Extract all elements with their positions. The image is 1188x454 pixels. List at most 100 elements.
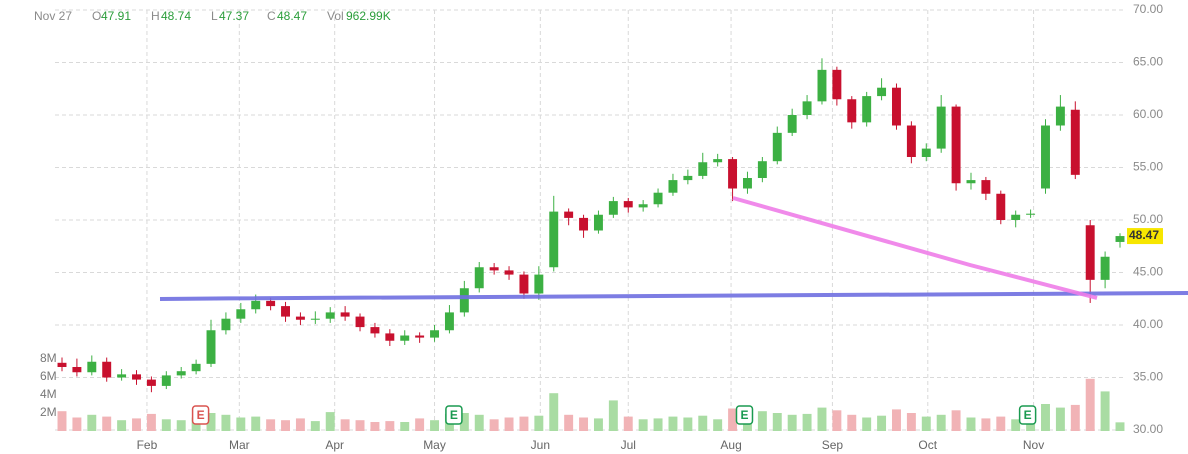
volume-bar [951,410,961,431]
x-tick-label: Nov [1023,438,1044,452]
event-marker [735,405,754,425]
event-marker [191,405,210,425]
candle-body [921,148,931,157]
candle-body [593,214,603,231]
candle-body [132,374,141,380]
volume-bar [683,417,693,431]
y2-tick-label: 8M [40,351,57,365]
volume-bar [892,409,901,431]
candle-body [102,361,112,378]
candle-body [415,335,425,338]
volume-bar [906,413,916,431]
volume-bar [57,411,67,431]
volume-bar [117,420,127,431]
volume-bar [221,414,231,431]
candle-body [87,361,97,373]
candle-body [444,312,454,331]
y-tick-label: 45.00 [1133,265,1163,279]
candle-body [579,217,589,231]
candle-body [534,274,544,294]
volume-bar [668,416,678,431]
candle-body [146,379,156,386]
volume-bar [921,416,931,431]
candle-body [206,330,216,364]
volume-bar [623,416,633,431]
candle-body [668,180,678,193]
volume-bar [579,417,589,431]
candle-body [787,115,797,133]
volume-bar [146,413,156,431]
header-label: Vol [327,9,344,23]
volume-bar [281,420,290,431]
event-label: E [1024,408,1032,422]
volume-bar [161,419,171,431]
volume-bar [698,415,708,431]
y-tick-label: 65.00 [1133,55,1163,69]
header-value: 48.74 [161,9,191,23]
header-label: O [92,9,101,23]
header-label: L [211,9,218,23]
candle-body [996,193,1006,220]
volume-bar [593,418,603,431]
volume-bar [206,413,216,431]
volume-bar [1041,404,1050,431]
candle-body [221,318,231,331]
candle-body [295,316,305,320]
candle-body [161,375,171,386]
volume-bar [787,414,797,431]
volume-bar [966,417,976,431]
volume-bar [132,418,141,431]
volume-bar [638,419,648,431]
candle-body [757,161,767,178]
volume-bar [1100,391,1110,431]
candle-body [951,106,961,184]
candle-body [504,270,514,275]
volume-bar [87,414,97,431]
last-price-label: 48.47 [1129,228,1159,242]
candle-body [638,204,648,208]
y-tick-label: 50.00 [1133,212,1163,226]
x-tick-label: Oct [918,438,937,452]
candle-body [1026,213,1036,215]
volume-bar [653,418,663,431]
event-label: E [450,408,458,422]
candle-body [489,267,499,271]
x-tick-label: Jul [621,438,636,452]
candle-body [906,125,916,157]
candle-body [370,327,380,334]
candle-body [966,180,976,184]
candle-body [564,211,574,218]
volume-bar [877,415,887,431]
volume-bar [415,418,425,431]
volume-bar [1085,378,1095,431]
header-label: C [267,9,276,23]
x-tick-label: Sep [822,438,844,452]
y2-tick-label: 4M [40,387,57,401]
candle-body [281,306,290,317]
y-tick-label: 70.00 [1133,2,1163,16]
event-marker [1018,405,1037,425]
volume-bar [325,412,335,431]
candle-body [385,333,395,341]
volume-bar [713,419,723,431]
candle-body [310,318,320,320]
volume-bar [757,411,767,431]
volume-bar [564,414,574,431]
candle-body [459,288,469,313]
candle-body [236,309,246,319]
volume-bar [1115,422,1125,431]
volume-bar [400,422,410,431]
candle-body [981,180,991,194]
header-value: 47.91 [101,9,131,23]
volume-bar [355,420,365,431]
candle-body [57,362,67,367]
y2-tick-label: 2M [40,405,57,419]
candle-body [892,87,901,126]
candle-body [728,159,738,189]
x-tick-label: Mar [229,438,250,452]
volume-bar [817,407,827,431]
candle-body [742,178,752,189]
volume-bar [310,421,320,431]
candle-body [1100,256,1110,280]
